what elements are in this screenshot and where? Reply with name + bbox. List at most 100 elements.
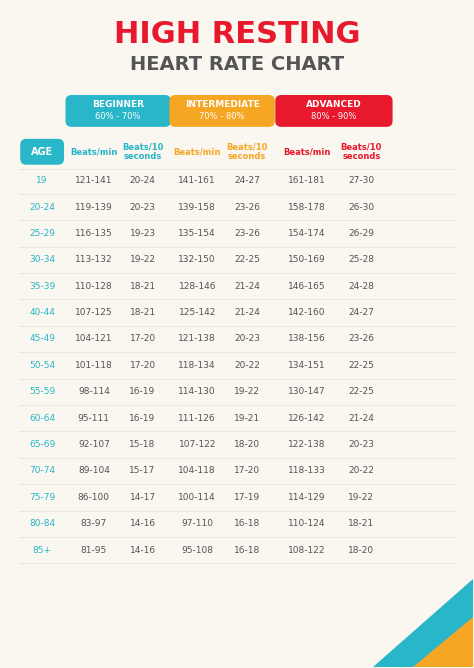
Text: 122-138: 122-138 (288, 440, 325, 449)
Text: 146-165: 146-165 (288, 282, 326, 291)
Text: INTERMEDIATE: INTERMEDIATE (185, 100, 260, 110)
Text: 19-23: 19-23 (129, 229, 155, 238)
Text: 118-133: 118-133 (288, 466, 326, 476)
Text: 125-142: 125-142 (179, 308, 216, 317)
Text: 80-84: 80-84 (29, 519, 55, 528)
Text: HEART RATE CHART: HEART RATE CHART (130, 55, 344, 73)
Text: 17-20: 17-20 (129, 335, 155, 343)
Text: 27-30: 27-30 (348, 176, 374, 185)
Text: 30-34: 30-34 (29, 255, 55, 265)
Text: 50-54: 50-54 (29, 361, 55, 370)
Text: 107-125: 107-125 (75, 308, 113, 317)
Text: 16-19: 16-19 (129, 413, 155, 423)
Text: 19-21: 19-21 (234, 413, 260, 423)
Text: 108-122: 108-122 (288, 546, 325, 554)
Text: 60% - 70%: 60% - 70% (95, 112, 141, 122)
FancyBboxPatch shape (65, 95, 171, 127)
Text: 70% - 80%: 70% - 80% (200, 112, 245, 122)
Text: 104-121: 104-121 (75, 335, 113, 343)
Text: 21-24: 21-24 (234, 282, 260, 291)
Text: 26-29: 26-29 (348, 229, 374, 238)
Text: 35-39: 35-39 (29, 282, 55, 291)
FancyBboxPatch shape (169, 95, 275, 127)
Text: 22-25: 22-25 (348, 387, 374, 396)
Text: 95-111: 95-111 (78, 413, 110, 423)
Text: AGE: AGE (31, 147, 53, 157)
Text: 17-20: 17-20 (129, 361, 155, 370)
Text: 24-28: 24-28 (348, 282, 374, 291)
Polygon shape (373, 579, 473, 667)
Text: 138-156: 138-156 (288, 335, 326, 343)
Text: 86-100: 86-100 (78, 493, 110, 502)
Text: 20-24: 20-24 (129, 176, 155, 185)
Text: 111-126: 111-126 (178, 413, 216, 423)
Text: 20-24: 20-24 (29, 202, 55, 212)
Text: BEGINNER: BEGINNER (92, 100, 144, 110)
Text: 26-30: 26-30 (348, 202, 374, 212)
Text: 18-21: 18-21 (348, 519, 374, 528)
Text: 18-20: 18-20 (234, 440, 260, 449)
Text: Beats/min: Beats/min (173, 147, 221, 156)
Text: 20-22: 20-22 (348, 466, 374, 476)
Text: 23-26: 23-26 (348, 335, 374, 343)
Text: 55-59: 55-59 (29, 387, 55, 396)
Text: 83-97: 83-97 (81, 519, 107, 528)
Text: 19-22: 19-22 (348, 493, 374, 502)
Text: 110-128: 110-128 (75, 282, 113, 291)
Text: ADVANCED: ADVANCED (306, 100, 362, 110)
Text: 23-26: 23-26 (234, 202, 260, 212)
Text: Beats/min: Beats/min (70, 147, 118, 156)
Text: 21-24: 21-24 (234, 308, 260, 317)
Text: 15-18: 15-18 (129, 440, 155, 449)
Text: 14-16: 14-16 (129, 546, 155, 554)
Text: 141-161: 141-161 (178, 176, 216, 185)
Text: 16-18: 16-18 (234, 546, 260, 554)
Text: 14-17: 14-17 (129, 493, 155, 502)
Text: 22-25: 22-25 (348, 361, 374, 370)
Text: 24-27: 24-27 (234, 176, 260, 185)
FancyBboxPatch shape (20, 139, 64, 165)
Text: 45-49: 45-49 (29, 335, 55, 343)
Text: 16-19: 16-19 (129, 387, 155, 396)
Text: 18-20: 18-20 (348, 546, 374, 554)
Text: 80% - 90%: 80% - 90% (311, 112, 356, 122)
Text: 97-110: 97-110 (181, 519, 213, 528)
Text: 161-181: 161-181 (288, 176, 326, 185)
Text: Beats/10
seconds: Beats/10 seconds (226, 142, 268, 162)
Text: 119-139: 119-139 (75, 202, 113, 212)
Text: Beats/min: Beats/min (283, 147, 330, 156)
Text: 121-138: 121-138 (178, 335, 216, 343)
Text: 126-142: 126-142 (288, 413, 325, 423)
Text: 40-44: 40-44 (29, 308, 55, 317)
Text: 95-108: 95-108 (181, 546, 213, 554)
Text: 142-160: 142-160 (288, 308, 325, 317)
Text: 25-28: 25-28 (348, 255, 374, 265)
Text: 101-118: 101-118 (75, 361, 113, 370)
Text: 19-22: 19-22 (234, 387, 260, 396)
Text: 20-23: 20-23 (234, 335, 260, 343)
Text: 100-114: 100-114 (178, 493, 216, 502)
Text: 132-150: 132-150 (178, 255, 216, 265)
Text: 60-64: 60-64 (29, 413, 55, 423)
Text: 18-21: 18-21 (129, 282, 155, 291)
Text: Beats/10
seconds: Beats/10 seconds (122, 142, 163, 162)
Text: 128-146: 128-146 (179, 282, 216, 291)
Text: 158-178: 158-178 (288, 202, 326, 212)
Text: 98-114: 98-114 (78, 387, 110, 396)
Text: 70-74: 70-74 (29, 466, 55, 476)
Text: 114-130: 114-130 (178, 387, 216, 396)
Text: 81-95: 81-95 (81, 546, 107, 554)
Text: 134-151: 134-151 (288, 361, 326, 370)
Text: 19-22: 19-22 (129, 255, 155, 265)
Text: 114-129: 114-129 (288, 493, 325, 502)
Text: 24-27: 24-27 (348, 308, 374, 317)
Text: 85+: 85+ (33, 546, 52, 554)
Text: 23-26: 23-26 (234, 229, 260, 238)
Text: Beats/10
seconds: Beats/10 seconds (341, 142, 382, 162)
Text: 15-17: 15-17 (129, 466, 155, 476)
Text: 17-20: 17-20 (234, 466, 260, 476)
Text: 75-79: 75-79 (29, 493, 55, 502)
Text: 110-124: 110-124 (288, 519, 325, 528)
Text: 18-21: 18-21 (129, 308, 155, 317)
Text: 21-24: 21-24 (348, 413, 374, 423)
